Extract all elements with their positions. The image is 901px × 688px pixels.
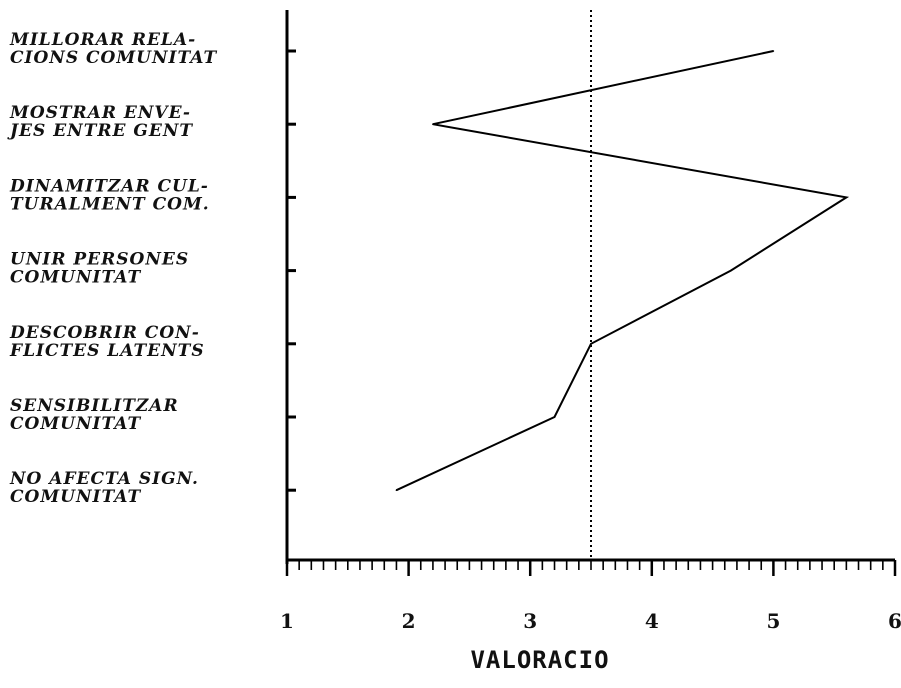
category-labels: MILLORAR RELA-CIONS COMUNITAT MOSTRAR ENV… bbox=[7, 30, 217, 507]
x-tick-label: 3 bbox=[523, 609, 537, 633]
category-label: DESCOBRIR CON-FLICTES LATENTS bbox=[9, 323, 205, 361]
x-tick-label: 1 bbox=[280, 609, 294, 633]
x-tick-label: 5 bbox=[766, 609, 780, 633]
category-label: MOSTRAR ENVE-JES ENTRE GENT bbox=[7, 103, 193, 141]
series-line bbox=[395, 50, 850, 492]
x-axis: 1 2 3 4 5 6 bbox=[280, 558, 901, 633]
data-point bbox=[590, 343, 592, 345]
data-point bbox=[553, 416, 556, 418]
x-tick-label: 2 bbox=[402, 609, 416, 633]
category-label: NO AFECTA SIGN. COMUNITAT bbox=[9, 469, 199, 507]
category-label: SENSIBILITZAR COMUNITAT bbox=[10, 396, 179, 434]
series-line-group bbox=[395, 50, 850, 492]
x-tick-label: 4 bbox=[645, 609, 659, 633]
data-point bbox=[730, 269, 732, 272]
data-point bbox=[772, 50, 775, 52]
data-point bbox=[432, 123, 434, 125]
category-label: UNIR PERSONES COMUNITAT bbox=[10, 250, 189, 288]
x-axis-title: VALORACIO bbox=[470, 646, 609, 674]
y-axis bbox=[285, 10, 296, 564]
category-label: DINAMITZAR CUL-TURALMENT COM. bbox=[9, 176, 210, 214]
data-point bbox=[845, 196, 848, 199]
data-point bbox=[395, 489, 398, 492]
x-tick-label: 6 bbox=[888, 609, 901, 633]
category-label: MILLORAR RELA-CIONS COMUNITAT bbox=[9, 30, 217, 68]
